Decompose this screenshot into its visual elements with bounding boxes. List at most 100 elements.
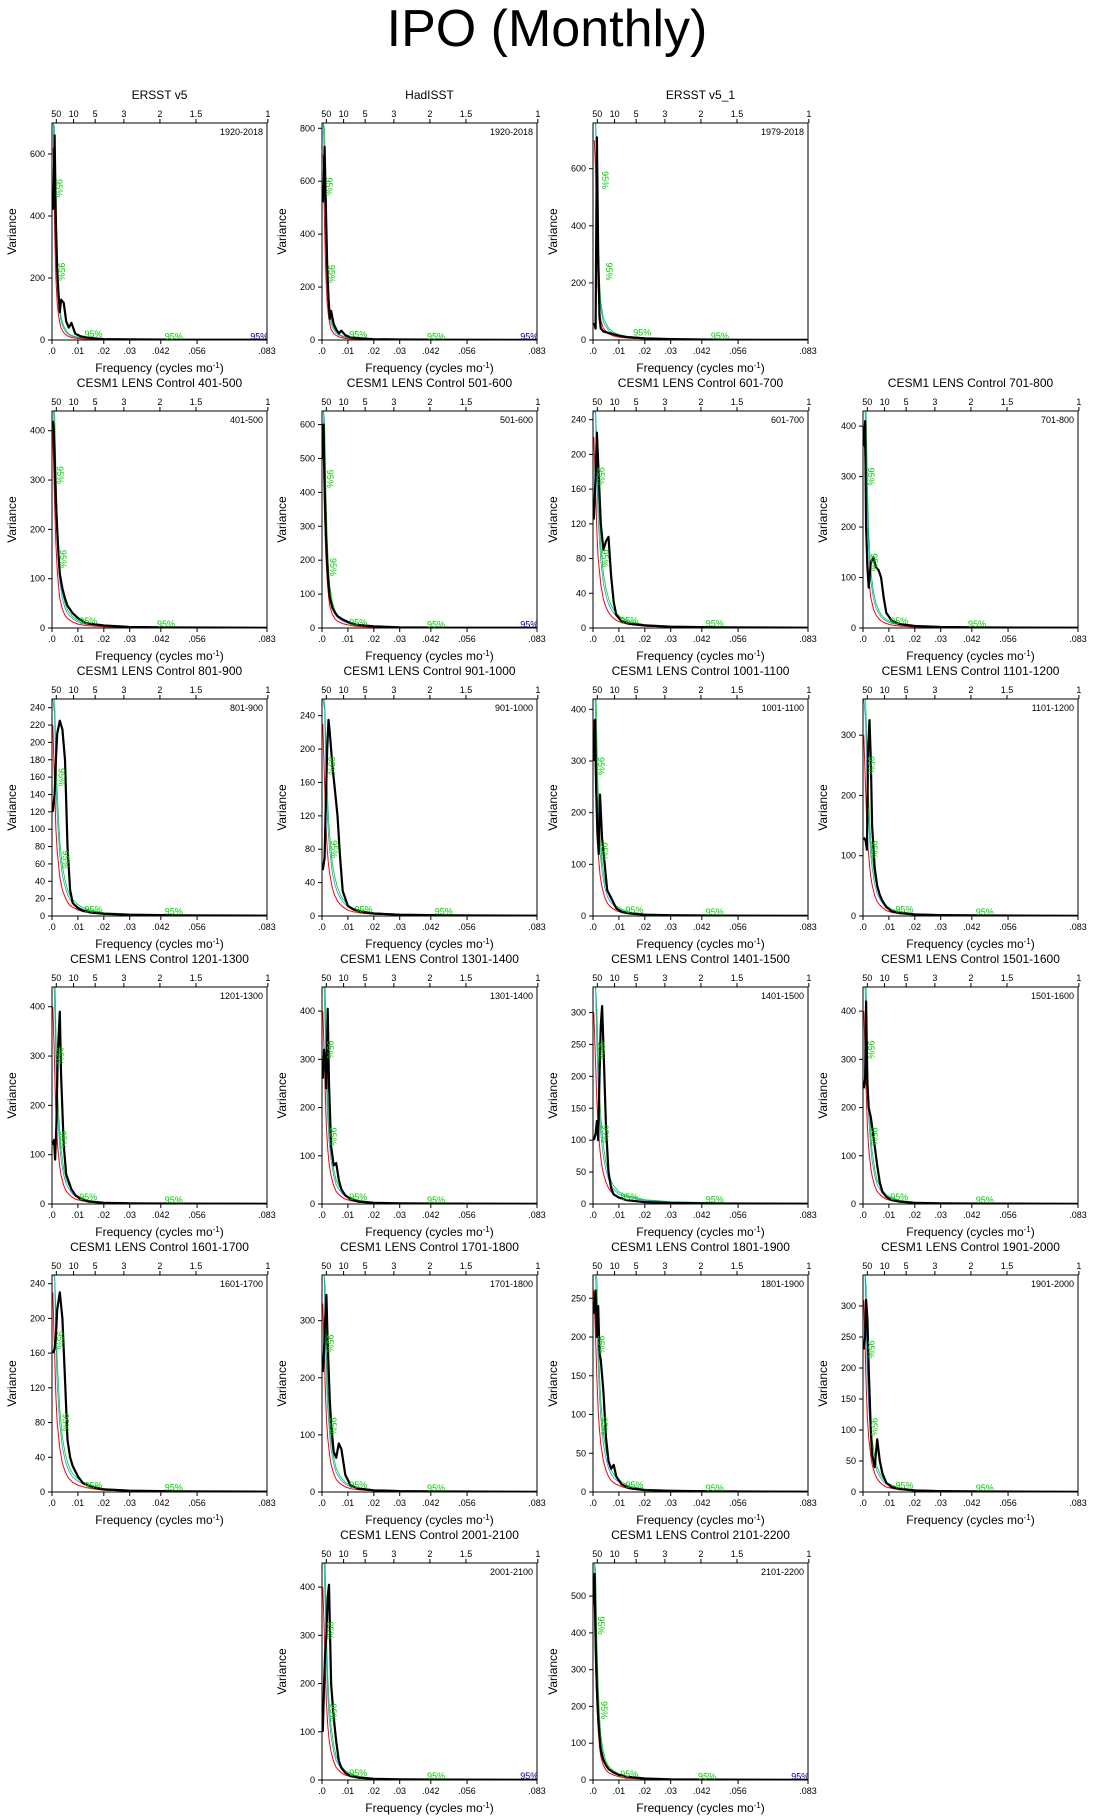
plot-frame xyxy=(862,410,1079,629)
chart-panel: ERSST v5_1 1979-2018 50 10 5 3 2 1.5 1 .0 .01 .02 .0… xyxy=(546,88,817,375)
y-tick-label: 100 xyxy=(571,859,586,869)
period-label: 1001-1100 xyxy=(762,703,804,713)
period-tick-label: 1.5 xyxy=(460,1549,473,1559)
significance-label: 95% xyxy=(600,171,610,189)
x-tick-label: .03 xyxy=(393,1210,406,1220)
x-tick-label: .02 xyxy=(98,1498,111,1508)
x-tick-label: .01 xyxy=(72,346,85,356)
x-tick-label: .01 xyxy=(342,1498,355,1508)
x-tick-label: .03 xyxy=(393,1786,406,1796)
x-tick-label: .056 xyxy=(188,922,206,932)
period-tick-label: 3 xyxy=(391,397,396,407)
period-tick-label: 1.5 xyxy=(731,685,744,695)
period-tick-label: 10 xyxy=(69,109,79,119)
y-tick-label: 200 xyxy=(571,1071,586,1081)
x-tick-label: .0 xyxy=(48,1498,56,1508)
significance-label: 95% xyxy=(427,1483,445,1493)
significance-label: 95% xyxy=(596,467,606,485)
x-tick-label: .0 xyxy=(589,1498,597,1508)
period-tick-label: 5 xyxy=(904,685,909,695)
significance-label: 95% xyxy=(706,1195,724,1205)
y-tick-label: 160 xyxy=(300,777,315,787)
y-tick-label: 600 xyxy=(571,164,586,174)
significance-label: 95% xyxy=(55,1047,65,1065)
x-tick-label: .02 xyxy=(368,1210,381,1220)
x-tick-label: .02 xyxy=(909,1498,922,1508)
y-tick-label: 150 xyxy=(571,1371,586,1381)
red-noise-curve xyxy=(322,1587,537,1780)
y-tick-label: 400 xyxy=(571,704,586,714)
period-tick-label: 50 xyxy=(592,1261,602,1271)
y-axis-label: Variance xyxy=(5,1360,19,1407)
y-tick-label: 0 xyxy=(310,911,315,921)
period-tick-label: 1 xyxy=(806,685,811,695)
x-tick-label: .0 xyxy=(48,922,56,932)
x-tick-label: .042 xyxy=(963,1210,981,1220)
spectrum-line xyxy=(52,719,267,916)
y-tick-label: 40 xyxy=(35,876,45,886)
period-tick-label: 5 xyxy=(363,973,368,983)
y-tick-label: 100 xyxy=(300,1151,315,1161)
significance-label: 95% xyxy=(56,263,66,281)
plot-frame xyxy=(592,1562,809,1781)
period-tick-label: 3 xyxy=(662,685,667,695)
spectrum-line xyxy=(593,718,808,916)
significance-label: 95% xyxy=(698,1771,716,1781)
spectrum-line xyxy=(593,1005,808,1204)
red-noise-curve xyxy=(593,140,808,340)
y-tick-label: 300 xyxy=(30,475,45,485)
x-tick-label: .056 xyxy=(999,634,1017,644)
panel-title: CESM1 LENS Control 801-900 xyxy=(77,664,243,678)
x-tick-label: .056 xyxy=(729,922,747,932)
period-tick-label: 5 xyxy=(363,397,368,407)
y-tick-label: 100 xyxy=(841,1425,856,1435)
significance-label: 95% xyxy=(325,1622,335,1640)
panel-title: CESM1 LENS Control 501-600 xyxy=(347,376,513,390)
significance-label: 95% xyxy=(596,1336,606,1354)
y-tick-label: 50 xyxy=(846,1456,856,1466)
y-tick-label: 200 xyxy=(571,449,586,459)
period-tick-label: 50 xyxy=(592,973,602,983)
period-tick-label: 1 xyxy=(265,109,270,119)
significance-curve-b xyxy=(593,1563,808,1780)
y-tick-label: 0 xyxy=(851,1487,856,1497)
period-tick-label: 1 xyxy=(806,1261,811,1271)
period-tick-label: 1.5 xyxy=(190,109,203,119)
spectrum-line xyxy=(322,145,537,340)
y-tick-label: 600 xyxy=(300,176,315,186)
significance-curve-a xyxy=(52,411,267,628)
period-tick-label: 1 xyxy=(535,109,540,119)
period-tick-label: 50 xyxy=(592,109,602,119)
significance-curve-a xyxy=(863,699,1078,916)
x-axis-label: Frequency (cycles mo-1) xyxy=(95,937,224,952)
red-noise-curve xyxy=(322,723,537,916)
period-label: 2101-2200 xyxy=(761,1567,804,1577)
significance-label: 95% xyxy=(895,1480,913,1490)
period-tick-label: 1.5 xyxy=(460,685,473,695)
significance-label: 95% xyxy=(599,842,609,860)
period-tick-label: 1.5 xyxy=(1001,397,1014,407)
period-tick-label: 10 xyxy=(610,685,620,695)
significance-label: 95% xyxy=(869,1127,879,1145)
red-noise-curve xyxy=(593,1012,808,1204)
panel-title: CESM1 LENS Control 1401-1500 xyxy=(611,952,790,966)
significance-curve-a xyxy=(52,987,267,1204)
x-tick-label: .0 xyxy=(589,922,597,932)
period-tick-label: 2 xyxy=(698,1549,703,1559)
x-tick-label: .042 xyxy=(152,1210,170,1220)
period-tick-label: 5 xyxy=(363,1261,368,1271)
x-tick-label: .083 xyxy=(799,346,817,356)
x-tick-label: .02 xyxy=(368,1786,381,1796)
significance-label: 95% xyxy=(520,1771,538,1781)
x-tick-label: .083 xyxy=(799,1210,817,1220)
significance-curve-a xyxy=(593,699,808,916)
x-tick-label: .0 xyxy=(589,346,597,356)
x-tick-label: .042 xyxy=(693,634,711,644)
y-tick-label: 400 xyxy=(841,421,856,431)
red-noise-curve xyxy=(52,1006,267,1204)
period-tick-label: 10 xyxy=(339,1261,349,1271)
significance-label: 95% xyxy=(427,1771,445,1781)
significance-curve-b xyxy=(863,699,1078,916)
